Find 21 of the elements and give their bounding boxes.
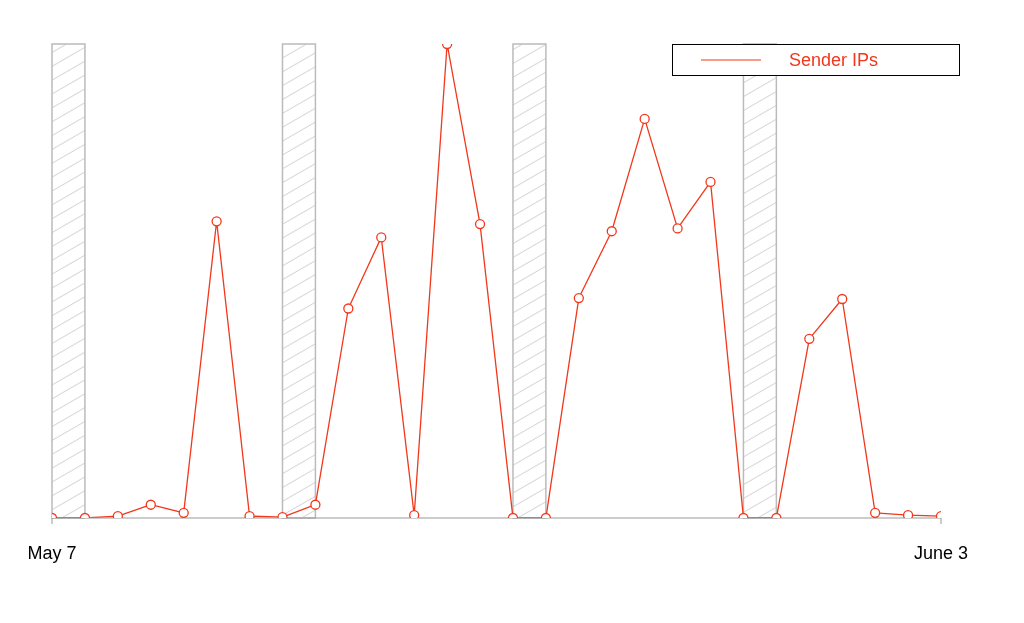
point [573,292,584,304]
point [376,232,387,243]
point [211,216,222,227]
point [606,226,617,237]
point [244,510,255,518]
point [870,507,881,518]
x-tick-label: May 7 [27,542,77,563]
point [705,176,716,188]
point [639,113,650,125]
point [474,218,486,230]
point [178,507,189,518]
point [112,510,123,518]
point [310,499,321,510]
point [804,333,815,344]
point [409,510,420,518]
point [343,303,354,314]
point [145,499,156,510]
point [672,223,683,234]
point [837,293,848,305]
x-tick-label: June 3 [913,542,969,563]
legend-label: Sender IPs [789,49,879,71]
